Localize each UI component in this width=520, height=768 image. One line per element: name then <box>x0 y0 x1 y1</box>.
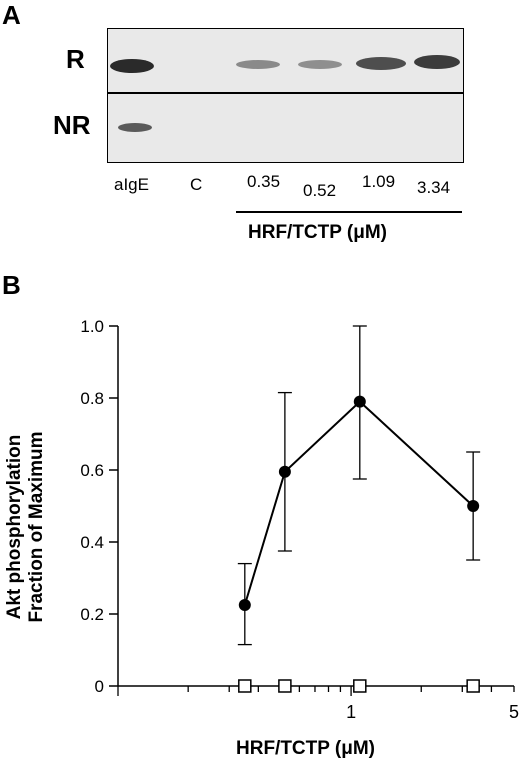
data-point-filled <box>353 395 366 408</box>
data-point-open <box>353 679 367 693</box>
akt-phosphorylation-chart: 0 0.2 0.4 0.6 0.8 1.0 1 5 <box>80 317 519 722</box>
band-r-334 <box>414 55 460 69</box>
lane-label-052: 0.52 <box>303 181 337 200</box>
panel-b-letter: B <box>2 270 21 300</box>
row-label-nr: NR <box>53 110 91 140</box>
band-r-aige <box>110 59 154 73</box>
panel-a-letter: A <box>2 0 21 30</box>
y-tick-label: 0.8 <box>80 389 104 408</box>
x-tick-label: 1 <box>346 702 356 722</box>
band-nr-aige <box>118 123 152 132</box>
y-tick-label: 0.2 <box>80 605 104 624</box>
band-r-109 <box>356 57 406 70</box>
lane-label-109: 1.09 <box>362 172 396 191</box>
lane-label-334: 3.34 <box>417 178 451 197</box>
group-bracket-line <box>236 211 462 213</box>
group-label: HRF/TCTP (μM) <box>248 222 387 243</box>
data-point-filled <box>238 599 251 611</box>
lane-label-aige: aIgE <box>114 175 149 194</box>
lane-label-c: C <box>190 175 203 194</box>
data-point-filled <box>467 500 480 512</box>
band-r-035 <box>236 60 280 69</box>
y-tick-label: 0 <box>95 677 104 696</box>
y-tick-label: 0.6 <box>80 461 104 480</box>
data-point-open <box>238 679 252 693</box>
band-r-052 <box>298 60 342 69</box>
lane-label-035: 0.35 <box>247 172 281 191</box>
x-tick-label: 5 <box>509 702 519 722</box>
western-blot-image <box>107 28 464 163</box>
x-axis-label: HRF/TCTP (μM) <box>236 738 375 759</box>
y-tick-label: 1.0 <box>80 317 104 336</box>
series-line <box>243 400 474 606</box>
data-point-filled <box>278 465 291 478</box>
blot-divider <box>108 92 463 94</box>
row-label-r: R <box>66 44 85 74</box>
data-point-open <box>278 679 292 693</box>
y-tick-label: 0.4 <box>80 533 104 552</box>
data-point-open <box>466 679 480 693</box>
